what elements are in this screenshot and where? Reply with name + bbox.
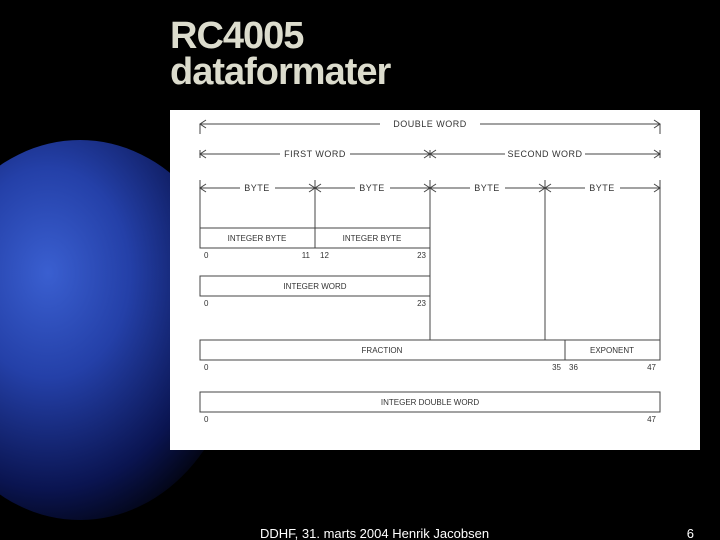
- label-integer-double-word: INTEGER DOUBLE WORD: [381, 398, 479, 407]
- label-second-word: SECOND WORD: [508, 149, 583, 159]
- label-integer-byte-2: INTEGER BYTE: [343, 234, 402, 243]
- num-fe-0: 0: [204, 363, 209, 372]
- num-idw-0: 0: [204, 415, 209, 424]
- num-fe-47: 47: [647, 363, 656, 372]
- label-byte-3: BYTE: [474, 183, 500, 193]
- label-fraction: FRACTION: [362, 346, 403, 355]
- footer-text: DDHF, 31. marts 2004 Henrik Jacobsen: [260, 526, 489, 540]
- num-idw-47: 47: [647, 415, 656, 424]
- num-ib-23: 23: [417, 251, 426, 260]
- diagram-svg: DOUBLE WORD FIRST WORD SECOND WORD: [170, 110, 700, 450]
- label-byte-2: BYTE: [359, 183, 385, 193]
- label-byte-4: BYTE: [589, 183, 615, 193]
- num-ib-12: 12: [320, 251, 329, 260]
- footer-page-number: 6: [687, 526, 694, 540]
- label-double-word: DOUBLE WORD: [393, 119, 467, 129]
- num-fe-36: 36: [569, 363, 578, 372]
- num-iw-0: 0: [204, 299, 209, 308]
- label-integer-byte-1: INTEGER BYTE: [228, 234, 287, 243]
- title-line-2: dataformater: [170, 51, 390, 93]
- slide-title: RC4005 dataformater: [170, 18, 390, 90]
- label-byte-1: BYTE: [244, 183, 270, 193]
- label-exponent: EXPONENT: [590, 346, 634, 355]
- num-iw-23: 23: [417, 299, 426, 308]
- label-integer-word: INTEGER WORD: [283, 282, 346, 291]
- num-ib-0: 0: [204, 251, 209, 260]
- num-ib-11: 11: [302, 251, 311, 260]
- dataformat-diagram: DOUBLE WORD FIRST WORD SECOND WORD: [170, 110, 700, 450]
- num-fe-35: 35: [552, 363, 561, 372]
- label-first-word: FIRST WORD: [284, 149, 346, 159]
